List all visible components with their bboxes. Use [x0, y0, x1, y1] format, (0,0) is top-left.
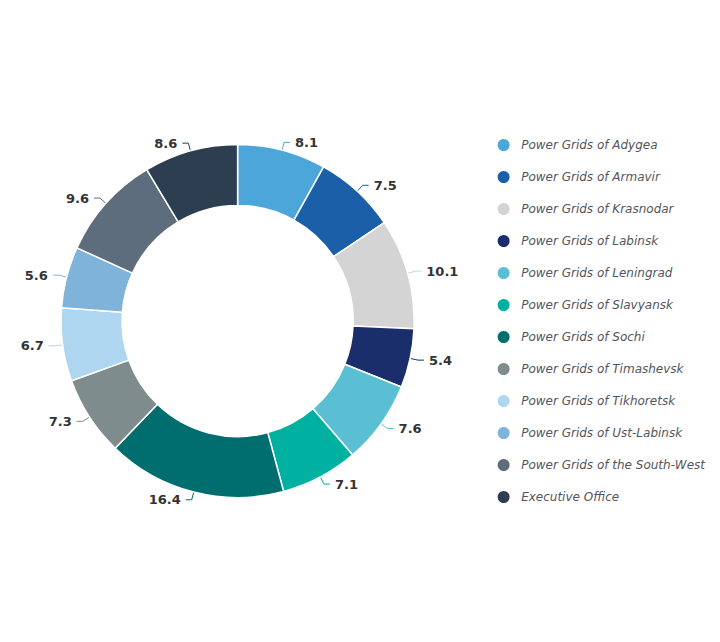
svg-text:8.1: 8.1: [295, 135, 318, 150]
svg-text:Executive Office: Executive Office: [521, 490, 619, 504]
svg-text:Power Grids of Labinsk: Power Grids of Labinsk: [521, 234, 659, 248]
svg-text:Power Grids of Timashevsk: Power Grids of Timashevsk: [521, 362, 684, 376]
svg-text:8.6: 8.6: [154, 136, 177, 151]
svg-text:7.3: 7.3: [49, 414, 72, 429]
svg-text:7.5: 7.5: [374, 178, 397, 193]
svg-text:5.6: 5.6: [25, 268, 48, 283]
svg-text:Power Grids of Adygea: Power Grids of Adygea: [521, 138, 657, 152]
svg-text:7.6: 7.6: [399, 421, 422, 436]
svg-text:Power Grids of Ust-Labinsk: Power Grids of Ust-Labinsk: [521, 426, 683, 440]
svg-text:16.4: 16.4: [149, 492, 181, 507]
svg-text:Power Grids of Tikhoretsk: Power Grids of Tikhoretsk: [521, 394, 676, 408]
svg-text:Power Grids of Leningrad: Power Grids of Leningrad: [521, 266, 673, 280]
svg-text:5.4: 5.4: [429, 353, 452, 368]
svg-text:9.6: 9.6: [66, 191, 89, 206]
svg-text:Power Grids of the South-West: Power Grids of the South-West: [521, 458, 706, 472]
svg-text:7.1: 7.1: [335, 477, 358, 492]
svg-text:Power Grids of Krasnodar: Power Grids of Krasnodar: [521, 202, 674, 216]
svg-text:Power Grids of Armavir: Power Grids of Armavir: [521, 170, 661, 184]
svg-text:10.1: 10.1: [426, 264, 458, 279]
svg-text:Power Grids of Slavyansk: Power Grids of Slavyansk: [521, 298, 674, 312]
svg-text:6.7: 6.7: [21, 338, 44, 353]
svg-text:Power Grids of Sochi: Power Grids of Sochi: [521, 330, 645, 344]
